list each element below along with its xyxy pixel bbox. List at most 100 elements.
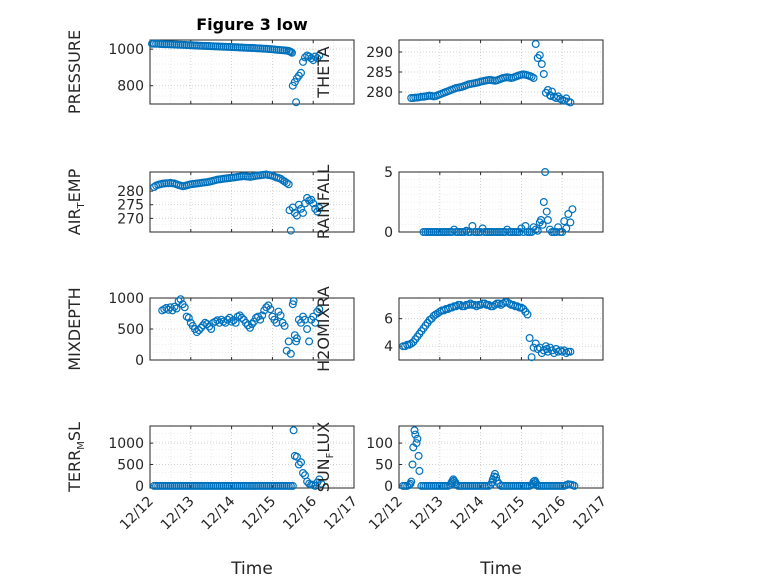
data-point	[411, 430, 420, 439]
data-point	[566, 347, 575, 356]
data-point	[176, 295, 185, 304]
y-axis-label: SUNFLUX	[314, 422, 336, 492]
y-tick-label: 1000	[108, 42, 144, 58]
data-point	[315, 305, 324, 314]
data-point	[315, 475, 324, 484]
data-point	[309, 199, 318, 208]
y-axis-label: MIXDEPTH	[65, 287, 84, 370]
data-point	[195, 326, 204, 335]
data-point	[552, 228, 561, 237]
data-point	[562, 224, 571, 233]
y-tick-label: 0	[384, 479, 393, 495]
data-point	[172, 304, 181, 313]
data-point	[313, 307, 322, 316]
axes-box	[149, 171, 355, 233]
data-point	[289, 297, 298, 306]
data-point	[299, 208, 308, 217]
series-mixdepth	[158, 295, 324, 358]
data-point	[568, 205, 577, 214]
data-point	[292, 452, 301, 461]
y-tick-label: 800	[117, 79, 144, 95]
data-point	[523, 310, 532, 319]
figure-title: Figure 3 low	[196, 15, 308, 34]
y-tick-label: 290	[366, 45, 393, 61]
y-tick-label: 285	[366, 65, 393, 81]
data-point	[170, 302, 179, 311]
data-point	[180, 303, 189, 312]
data-point	[566, 98, 575, 107]
y-tick-label: 4	[384, 339, 393, 355]
y-tick-label: 50	[375, 457, 393, 473]
y-axis-label: THETA	[314, 46, 333, 98]
data-point	[192, 328, 201, 337]
data-point	[278, 176, 287, 185]
data-point	[243, 321, 252, 330]
data-point	[539, 198, 548, 207]
data-point	[543, 216, 552, 225]
data-point	[425, 316, 434, 325]
x-axis-label: Time	[230, 559, 273, 579]
data-point	[288, 300, 297, 309]
data-point	[282, 178, 291, 187]
data-point	[292, 337, 301, 346]
y-axis-label: AIRTEMP	[65, 168, 87, 235]
data-point	[299, 57, 308, 66]
data-point	[525, 334, 534, 343]
data-point	[407, 339, 416, 348]
data-point	[315, 204, 324, 213]
y-tick-label: 270	[117, 211, 144, 227]
data-point	[456, 300, 465, 309]
data-point	[541, 168, 550, 177]
data-point	[414, 451, 423, 460]
data-point	[562, 349, 571, 358]
data-point	[564, 210, 573, 219]
series-h2omixra	[399, 298, 575, 362]
data-point	[280, 321, 289, 330]
data-point	[286, 226, 295, 235]
data-point	[452, 302, 461, 311]
y-tick-label: 100	[366, 436, 393, 452]
y-tick-label: 500	[117, 322, 144, 338]
data-point	[407, 477, 416, 486]
data-point	[197, 323, 206, 332]
data-point	[272, 318, 281, 327]
data-point	[274, 307, 283, 316]
data-point	[490, 300, 499, 309]
y-tick-label: 0	[384, 225, 393, 241]
data-point	[566, 218, 575, 227]
y-tick-label: 0	[135, 479, 144, 495]
data-point	[554, 223, 563, 232]
y-tick-label: 5	[384, 165, 393, 181]
panel-h2omixra: 4 6 H2OMIXRA	[314, 286, 604, 372]
y-tick-label: 0	[135, 353, 144, 369]
data-point	[276, 311, 285, 320]
x-axis-label: Time	[479, 559, 522, 579]
series-pressure	[148, 39, 324, 107]
data-point	[415, 466, 424, 475]
data-point	[527, 353, 536, 362]
axes-box	[398, 297, 604, 361]
data-point	[307, 54, 316, 63]
series-air_temp	[150, 170, 324, 235]
data-point	[225, 313, 234, 322]
data-point	[305, 337, 314, 346]
series-terr_msl	[150, 426, 326, 490]
data-point	[237, 313, 246, 322]
panel-pressure: 800 1000 PRESSURE	[65, 30, 355, 114]
data-point	[315, 51, 324, 60]
data-point	[533, 226, 542, 235]
data-point	[299, 469, 308, 478]
data-point	[408, 460, 417, 469]
data-point	[288, 48, 297, 57]
data-point	[297, 68, 306, 77]
y-tick-label: 6	[384, 312, 393, 328]
data-point	[276, 174, 285, 183]
y-axis-label: H2OMIXRA	[314, 286, 333, 372]
data-point	[289, 426, 298, 435]
data-point	[246, 323, 255, 332]
panel-rainfall: 0 5 RAINFALL	[314, 165, 604, 241]
data-point	[297, 458, 306, 467]
data-point	[558, 347, 567, 356]
